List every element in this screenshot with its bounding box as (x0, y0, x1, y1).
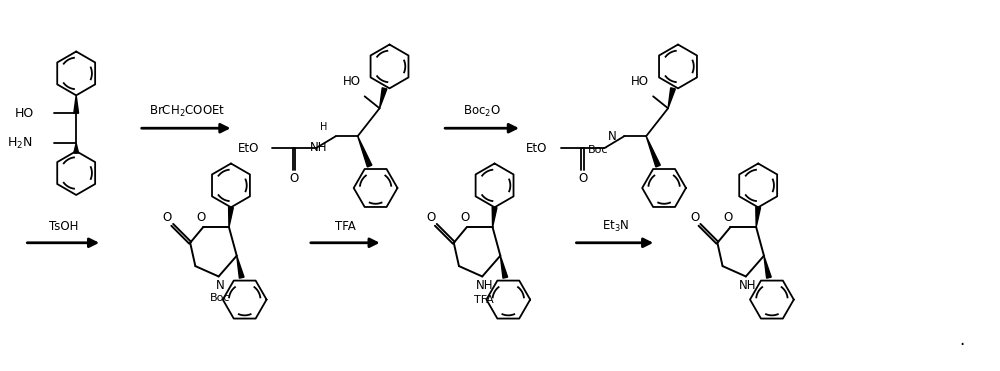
Text: O: O (196, 211, 206, 224)
Text: Boc$_2$O: Boc$_2$O (463, 104, 501, 119)
Text: Boc: Boc (210, 293, 231, 303)
Polygon shape (756, 207, 761, 227)
Text: NH: NH (475, 279, 493, 292)
Polygon shape (646, 136, 660, 167)
Text: HO: HO (15, 107, 34, 120)
Text: N: N (216, 279, 225, 292)
Text: TsOH: TsOH (49, 220, 78, 233)
Polygon shape (500, 256, 508, 278)
Text: H$_2$N: H$_2$N (7, 136, 32, 151)
Text: O: O (724, 211, 733, 224)
Text: O: O (426, 211, 436, 224)
Polygon shape (492, 207, 497, 227)
Text: EtO: EtO (238, 142, 259, 155)
Polygon shape (380, 88, 387, 108)
Polygon shape (764, 256, 771, 278)
Text: EtO: EtO (526, 142, 548, 155)
Text: BrCH$_2$COOEt: BrCH$_2$COOEt (149, 104, 225, 119)
Text: .: . (959, 331, 964, 349)
Text: TFA: TFA (335, 220, 356, 233)
Polygon shape (358, 136, 372, 167)
Text: Et$_3$N: Et$_3$N (602, 219, 629, 234)
Text: NH: NH (739, 279, 757, 292)
Text: O: O (578, 171, 587, 184)
Text: NH: NH (310, 141, 328, 154)
Polygon shape (668, 88, 675, 108)
Polygon shape (237, 256, 244, 278)
Text: TFA: TFA (474, 295, 494, 305)
Polygon shape (229, 207, 233, 227)
Text: O: O (460, 211, 469, 224)
Polygon shape (74, 95, 79, 113)
Text: H: H (320, 122, 328, 132)
Text: O: O (690, 211, 699, 224)
Text: Boc: Boc (588, 145, 608, 155)
Text: O: O (289, 171, 299, 184)
Text: O: O (163, 211, 172, 224)
Text: N: N (608, 130, 616, 143)
Polygon shape (74, 143, 79, 153)
Text: HO: HO (631, 75, 649, 88)
Text: HO: HO (343, 75, 361, 88)
